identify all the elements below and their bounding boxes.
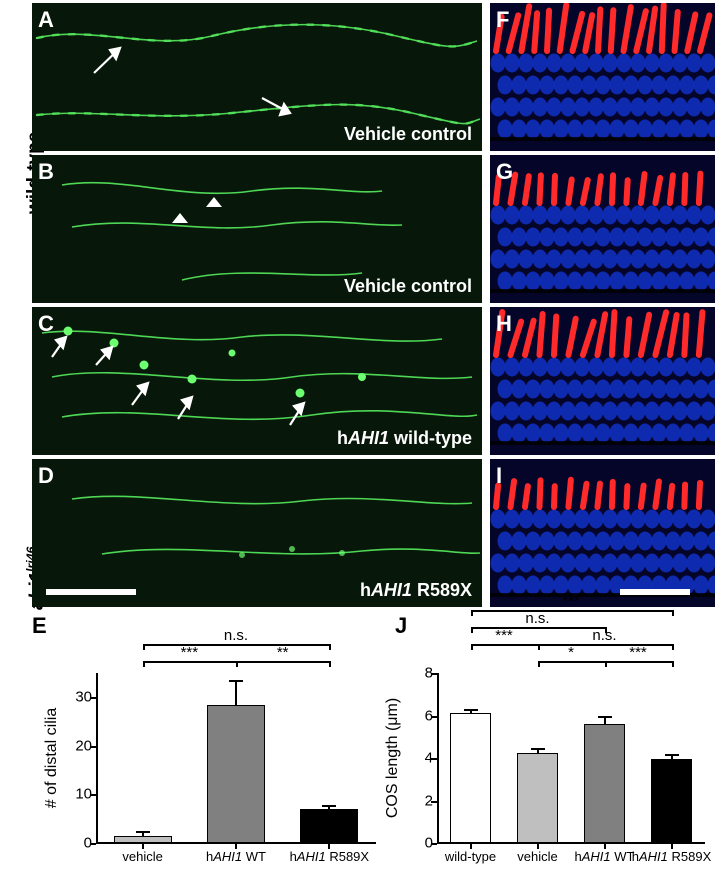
bar bbox=[207, 705, 265, 843]
panel-letter-c: C bbox=[38, 311, 54, 337]
panel-letter-e: E bbox=[32, 613, 47, 639]
row-label-ahi1: ahi1lri46 bbox=[2, 420, 26, 820]
panel-caption-a: Vehicle control bbox=[344, 124, 472, 145]
panel-caption-c: hAHI1 wild-type bbox=[337, 428, 472, 449]
row-label-wildtype: wild-type bbox=[2, 74, 26, 234]
y-axis-title: # of distal cilia bbox=[43, 708, 61, 809]
bar bbox=[450, 713, 492, 843]
panel-b-image: B Vehicle control bbox=[32, 155, 482, 303]
significance-label: n.s. bbox=[224, 627, 248, 644]
ytick-label: 6 bbox=[403, 707, 433, 724]
panel-h-image: H bbox=[490, 307, 715, 455]
panel-letter-d: D bbox=[38, 463, 54, 489]
chart-e: E 0102030# of distal ciliavehiclehAHI1 W… bbox=[32, 613, 387, 885]
panel-letter-b: B bbox=[38, 159, 54, 185]
xtick-label: hAHI1 WT bbox=[575, 849, 635, 864]
chart-j-plot: 02468COS length (μm)wild-typevehiclehAHI… bbox=[437, 673, 705, 843]
retina-g bbox=[490, 155, 715, 303]
panel-letter-f: F bbox=[496, 7, 509, 33]
retina-f bbox=[490, 3, 715, 151]
ytick-label: 20 bbox=[62, 737, 92, 754]
ytick-label: 8 bbox=[403, 665, 433, 682]
significance-label: *** bbox=[495, 627, 513, 644]
significance-label: * bbox=[568, 644, 574, 661]
ytick-label: 0 bbox=[403, 835, 433, 852]
panel-a-image: A Vehicle control bbox=[32, 3, 482, 151]
xtick-label: hAHI1 R589X bbox=[290, 849, 370, 864]
retina-i bbox=[490, 459, 715, 607]
xtick-label: vehicle bbox=[517, 849, 557, 864]
panel-letter-i: I bbox=[496, 463, 502, 489]
figure-root: wild-type ahi1lri46 A Vehicle control bbox=[0, 0, 725, 888]
panel-caption-d: hAHI1 R589X bbox=[360, 580, 472, 601]
chart-e-plot: 0102030# of distal ciliavehiclehAHI1 WTh… bbox=[96, 673, 376, 843]
ytick-label: 30 bbox=[62, 689, 92, 706]
xtick-label: vehicle bbox=[122, 849, 162, 864]
xtick-label: hAHI1 R589X bbox=[632, 849, 712, 864]
ytick-label: 0 bbox=[62, 835, 92, 852]
chart-j: J 02468COS length (μm)wild-typevehiclehA… bbox=[395, 613, 715, 885]
xtick-label: hAHI1 WT bbox=[206, 849, 266, 864]
panel-letter-h: H bbox=[496, 311, 512, 337]
significance-label: ** bbox=[277, 644, 289, 661]
bar bbox=[517, 753, 559, 843]
significance-label: *** bbox=[181, 644, 199, 661]
bar bbox=[114, 836, 172, 843]
scalebar-left bbox=[46, 589, 136, 595]
ytick-label: 2 bbox=[403, 792, 433, 809]
ytick-label: 4 bbox=[403, 750, 433, 767]
panel-caption-b: Vehicle control bbox=[344, 276, 472, 297]
significance-label: *** bbox=[629, 644, 647, 661]
panel-i-image: I bbox=[490, 459, 715, 607]
bar bbox=[651, 759, 693, 843]
y-axis-title: COS length (μm) bbox=[384, 698, 402, 818]
significance-label: n.s. bbox=[525, 610, 549, 627]
bar bbox=[584, 724, 626, 843]
ytick-label: 10 bbox=[62, 786, 92, 803]
panel-c-image: C hAHI1 wild-type bbox=[32, 307, 482, 455]
significance-label: *** bbox=[562, 593, 580, 610]
bar bbox=[300, 809, 358, 843]
panel-f-image: F bbox=[490, 3, 715, 151]
scalebar-right bbox=[620, 589, 690, 595]
panel-g-image: G bbox=[490, 155, 715, 303]
xtick-label: wild-type bbox=[445, 849, 496, 864]
panel-letter-a: A bbox=[38, 7, 54, 33]
panel-d-image: D hAHI1 R589X bbox=[32, 459, 482, 607]
retina-h bbox=[490, 307, 715, 455]
panel-letter-j: J bbox=[395, 613, 407, 639]
panel-letter-g: G bbox=[496, 159, 513, 185]
